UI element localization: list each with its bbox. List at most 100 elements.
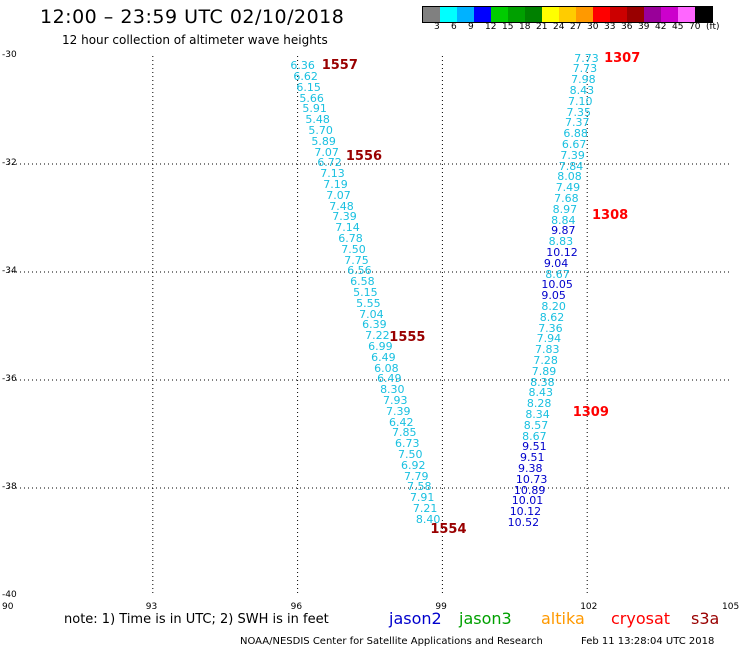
wave-height-value: 7.73 [572, 62, 598, 76]
wave-height-value: 8.83 [548, 235, 574, 249]
wave-height-value: 9.87 [551, 224, 576, 238]
wave-height-value: 7.35 [566, 105, 592, 119]
satellite-name: jason2 [389, 609, 442, 628]
legend-swatch [474, 7, 491, 22]
page-title: 12:00 – 23:59 UTC 02/10/2018 [40, 6, 345, 28]
wave-height-value: 10.52 [507, 516, 540, 530]
legend-label: 45 [672, 22, 684, 32]
legend-label: 39 [638, 22, 650, 32]
wave-height-value: 7.39 [560, 148, 585, 162]
wave-height-value: 7.37 [564, 116, 590, 130]
wave-height-value: 5.15 [353, 285, 378, 299]
legend-label: 24 [553, 22, 565, 32]
wave-height-value: 6.49 [371, 350, 396, 364]
legend-label: 33 [604, 22, 616, 32]
wave-height-value: 7.07 [326, 188, 351, 202]
legend-label: 9 [468, 22, 474, 32]
wave-height-value: 5.55 [356, 296, 381, 310]
wave-height-value: 6.42 [389, 415, 414, 429]
legend-label: 18 [519, 22, 531, 32]
longitude-tick-label: 93 [145, 602, 158, 612]
wave-height-value: 8.28 [526, 397, 552, 411]
wave-height-value: 8.84 [551, 213, 576, 227]
wave-height-value: 7.68 [554, 192, 579, 206]
wave-height-value: 5.48 [305, 113, 330, 127]
wave-height-value: 8.34 [525, 408, 550, 422]
wave-height-value: 10.12 [509, 505, 542, 519]
pass-number: 1555 [389, 329, 426, 345]
wave-height-value: 7.04 [359, 307, 384, 321]
wave-height-value: 8.67 [522, 429, 547, 443]
satellite-name: s3a [691, 609, 720, 628]
wave-height-value: 6.62 [293, 69, 318, 83]
legend-label: 30 [587, 22, 599, 32]
wave-height-value: 7.10 [568, 94, 593, 108]
wave-height-value: 6.72 [317, 156, 342, 170]
wave-height-value: 5.70 [308, 123, 333, 137]
wave-height-value: 5.66 [299, 91, 324, 105]
legend-label: 21 [536, 22, 548, 32]
legend-swatch [457, 7, 474, 22]
wave-height-value: 7.91 [409, 491, 435, 505]
wave-height-value: 7.50 [397, 447, 423, 461]
wave-height-value: 7.22 [365, 329, 390, 343]
credit-line: NOAA/NESDIS Center for Satellite Applica… [240, 636, 543, 647]
wave-height-value: 8.38 [530, 375, 555, 389]
wave-height-value: 7.73 [574, 51, 599, 65]
wave-height-value: 6.67 [561, 138, 587, 152]
wave-height-value: 7.94 [536, 332, 562, 346]
wave-height-value: 6.36 [290, 59, 315, 73]
legend-label: (ft) [706, 22, 720, 32]
wave-height-value: 8.67 [545, 267, 570, 281]
longitude-tick-label: 96 [290, 602, 303, 612]
latitude-tick-label: -32 [2, 158, 17, 168]
legend-swatch [542, 7, 559, 22]
wave-height-value: 7.84 [558, 159, 584, 173]
satellite-name: jason3 [459, 609, 512, 628]
wave-height-value: 6.39 [362, 318, 387, 332]
pass-number: 1309 [572, 405, 609, 421]
wave-height-value: 5.89 [311, 134, 336, 148]
wave-height-value: 7.13 [320, 167, 345, 181]
legend-swatch [610, 7, 627, 22]
legend-label: 15 [502, 22, 514, 32]
wave-height-value: 8.62 [539, 310, 565, 324]
wave-height-value: 8.43 [528, 386, 554, 400]
wave-height-value: 6.78 [338, 231, 363, 245]
wave-height-value: 6.88 [563, 127, 588, 141]
pass-number: 1557 [321, 58, 358, 74]
legend-swatch [440, 7, 457, 22]
wave-height-value: 5.91 [302, 102, 327, 116]
wave-height-value: 10.89 [513, 483, 546, 497]
pass-number: 1307 [604, 50, 641, 66]
wave-height-value: 7.85 [392, 426, 417, 440]
wave-height-value: 6.49 [377, 372, 402, 386]
legend-swatch [644, 7, 661, 22]
legend-swatch [678, 7, 695, 22]
wave-height-value: 7.93 [383, 393, 408, 407]
wave-height-value: 7.39 [332, 210, 357, 224]
longitude-tick-label: 99 [435, 602, 447, 612]
legend-label: 12 [485, 22, 497, 32]
legend-swatch [559, 7, 576, 22]
legend-swatch [661, 7, 678, 22]
legend-label: 27 [570, 22, 582, 32]
legend-swatch [423, 7, 440, 22]
wave-height-value: 6.56 [347, 264, 372, 278]
legend-swatch [576, 7, 593, 22]
latitude-tick-label: -34 [2, 266, 17, 276]
wave-height-value: 10.01 [511, 494, 544, 508]
wave-height-value: 10.73 [515, 472, 548, 486]
wave-height-value: 7.07 [314, 145, 339, 159]
legend-label: 36 [621, 22, 633, 32]
legend-swatch [508, 7, 525, 22]
satellite-name: altika [541, 609, 585, 628]
longitude-tick-label: 90 [2, 602, 14, 612]
wave-height-value: 8.97 [552, 202, 578, 216]
latitude-tick-label: -38 [2, 482, 17, 492]
longitude-tick-label: 102 [580, 602, 598, 612]
wave-height-value: 6.92 [400, 458, 426, 472]
wave-height-value: 7.58 [406, 480, 432, 494]
wave-height-value: 10.05 [541, 278, 573, 292]
latitude-tick-label: -40 [2, 590, 17, 600]
